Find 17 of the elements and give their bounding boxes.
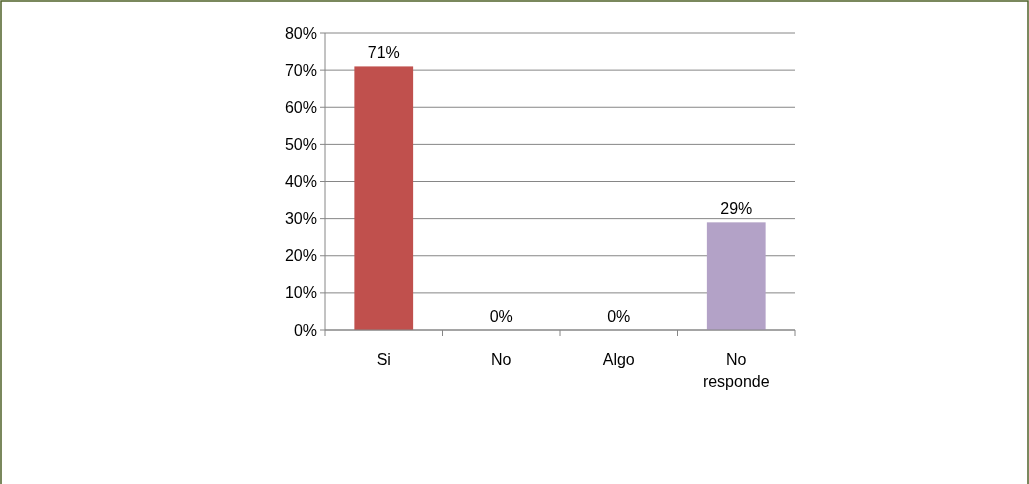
y-tick-label: 10%: [284, 284, 317, 302]
x-tick-label: No: [491, 351, 512, 368]
data-label: 71%: [367, 44, 400, 62]
x-tick-label: Algo: [602, 351, 635, 368]
y-tick-label: 40%: [284, 173, 317, 191]
y-tick-label: 70%: [284, 61, 317, 79]
data-label: 0%: [489, 308, 513, 325]
y-tick-label: 20%: [284, 247, 317, 265]
data-label: 0%: [607, 308, 631, 325]
x-tick-label: Si: [376, 351, 391, 368]
data-label: 29%: [720, 200, 753, 218]
y-tick-label: 80%: [284, 24, 317, 42]
y-tick-label: 0%: [293, 321, 317, 339]
y-tick-label: 50%: [284, 135, 317, 153]
y-tick-label: 60%: [284, 98, 317, 116]
y-tick-label: 30%: [284, 210, 317, 228]
x-tick-label: No responde: [702, 351, 770, 390]
